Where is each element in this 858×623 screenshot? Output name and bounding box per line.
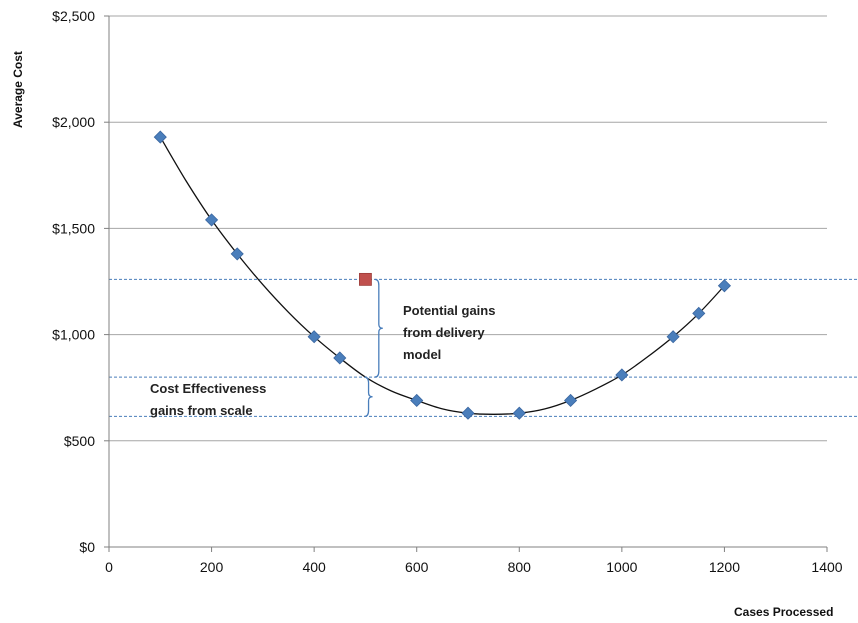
x-tick-label-3: 600 (405, 559, 429, 575)
y-axis-title: Average Cost (11, 51, 25, 128)
trendline (159, 136, 725, 415)
y-tick-labels: $0 $500 $1,000 $1,500 $2,000 $2,500 (52, 8, 95, 555)
x-tick-label-4: 800 (508, 559, 532, 575)
data-points (153, 130, 731, 420)
gridlines (109, 15, 827, 442)
x-tick-label-2: 400 (302, 559, 326, 575)
data-point-0-2 (230, 247, 244, 261)
x-tick-label-7: 1400 (811, 559, 842, 575)
axes (104, 15, 828, 552)
annotation-brackets (364, 278, 383, 418)
x-tick-label-6: 1200 (709, 559, 740, 575)
annotation-delivery-line-2: from delivery (403, 325, 485, 340)
data-point-0-10 (666, 330, 680, 344)
y-tick-label-0: $0 (79, 539, 95, 555)
x-tick-label-1: 200 (200, 559, 224, 575)
y-tick-label-1: $500 (64, 433, 95, 449)
x-tick-labels: 0 200 400 600 800 1000 1200 1400 (105, 559, 843, 575)
x-tick-label-0: 0 (105, 559, 113, 575)
y-tick-label-3: $1,500 (52, 220, 95, 236)
annotation-scale-line-1: Cost Effectiveness (150, 381, 266, 396)
y-tick-label-2: $1,000 (52, 327, 95, 343)
data-point-0-5 (410, 393, 424, 408)
annotation-delivery-line-3: model (403, 347, 441, 362)
annotation-scale-line-2: gains from scale (150, 403, 253, 418)
data-point-0-7 (512, 406, 526, 420)
y-tick-label-5: $2,500 (52, 8, 95, 24)
data-point-0-11 (692, 306, 706, 320)
x-tick-label-5: 1000 (606, 559, 637, 575)
bracket-scale (364, 376, 373, 418)
data-point-1-0 (359, 272, 372, 286)
data-point-0-4 (333, 351, 347, 365)
data-point-0-9 (615, 368, 629, 382)
data-point-0-3 (307, 330, 321, 344)
data-point-0-6 (461, 406, 475, 420)
bracket-delivery-model (374, 278, 383, 378)
data-point-0-12 (717, 279, 731, 293)
data-point-0-8 (564, 393, 578, 408)
annotation-delivery-line-1: Potential gains (403, 303, 495, 318)
y-tick-label-4: $2,000 (52, 114, 95, 130)
data-point-0-1 (205, 213, 219, 227)
data-point-0-0 (153, 130, 167, 144)
x-axis-title: Cases Processed (734, 605, 833, 619)
